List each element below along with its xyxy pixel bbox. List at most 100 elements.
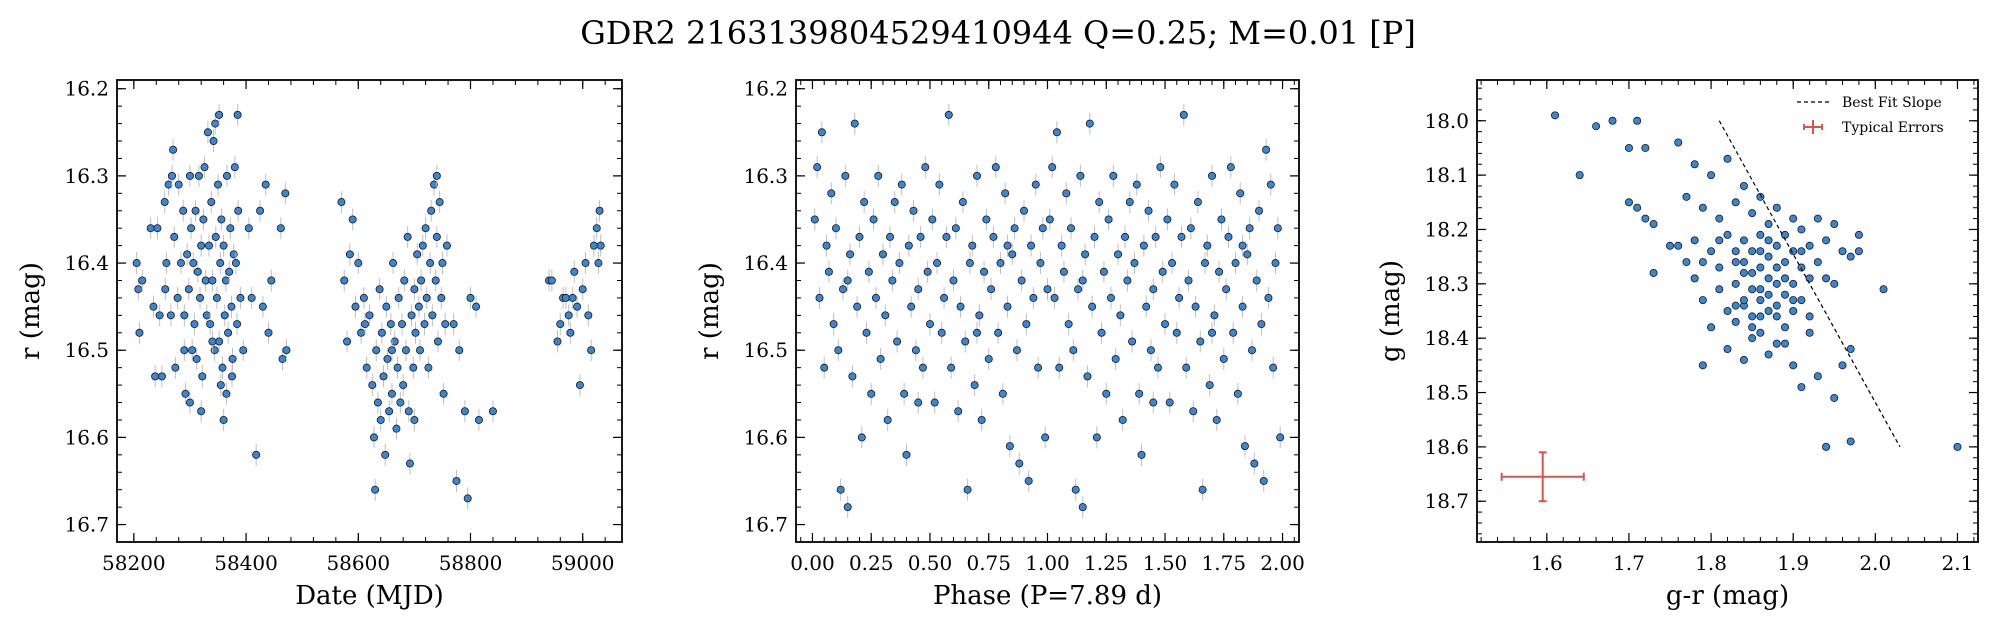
- data-point: [1247, 346, 1256, 355]
- ticks: [117, 80, 622, 543]
- y-tick-label: 16.6: [64, 425, 109, 449]
- data-point: [180, 346, 189, 355]
- data-point: [1633, 203, 1642, 212]
- data-point: [1830, 393, 1839, 402]
- y-tick-label: 16.5: [743, 338, 788, 362]
- data-point: [1200, 259, 1209, 268]
- data-point: [1748, 247, 1757, 256]
- legend-error-swatch: [1803, 120, 1823, 134]
- y-tick-label: 16.5: [64, 338, 109, 362]
- y-tick-label: 18.2: [1424, 217, 1469, 241]
- data-point: [1163, 215, 1172, 224]
- data-point: [1266, 180, 1275, 189]
- data-point: [1008, 250, 1017, 259]
- data-point: [438, 259, 447, 268]
- data-point: [909, 206, 918, 215]
- data-point: [1139, 241, 1148, 250]
- data-point: [428, 311, 437, 320]
- axes-frame: [116, 79, 623, 543]
- data-point: [1048, 163, 1057, 172]
- data-point: [1116, 311, 1125, 320]
- data-point: [989, 232, 998, 241]
- data-point: [256, 206, 265, 215]
- data-point: [1146, 346, 1155, 355]
- data-point: [1707, 247, 1716, 256]
- x-tick-label: 0.50: [908, 551, 953, 575]
- data-point: [239, 346, 248, 355]
- data-point: [1731, 247, 1740, 256]
- data-point: [1205, 381, 1214, 390]
- data-point: [383, 354, 392, 363]
- data-point: [925, 320, 934, 329]
- data-point: [1723, 230, 1732, 239]
- data-point: [1690, 236, 1699, 245]
- data-point: [187, 224, 196, 233]
- data-point: [944, 110, 953, 119]
- data-point: [219, 241, 228, 250]
- data-point: [1764, 220, 1773, 229]
- phase-folded-panel: 0.00 0.25 0.50 0.75 1.00 1.25 1.50 1.75 2.00 16.2…: [695, 77, 1305, 611]
- x-tick-label: 1.75: [1202, 551, 1247, 575]
- data-point: [918, 363, 927, 372]
- data-point: [1106, 293, 1115, 302]
- data-point: [1212, 415, 1221, 424]
- data-point: [267, 276, 276, 285]
- data-point: [200, 163, 209, 172]
- data-point: [1236, 189, 1245, 198]
- data-point: [1715, 214, 1724, 223]
- data-point: [149, 302, 158, 311]
- data-point: [1739, 236, 1748, 245]
- figure-title: GDR2 2163139804529410944 Q=0.25; M=0.01 …: [580, 14, 1416, 52]
- data-point: [1698, 361, 1707, 370]
- data-point: [179, 206, 188, 215]
- data-point: [215, 110, 224, 119]
- data-point: [435, 198, 444, 207]
- data-point: [191, 206, 200, 215]
- data-point: [411, 328, 420, 337]
- data-point: [185, 171, 194, 180]
- data-point: [897, 180, 906, 189]
- data-point: [439, 389, 448, 398]
- data-point: [1813, 372, 1822, 381]
- x-tick-label: 59000: [551, 551, 615, 575]
- x-tick-label: 1.9: [1777, 551, 1809, 575]
- data-point: [1715, 236, 1724, 245]
- data-point: [947, 363, 956, 372]
- data-point: [230, 163, 239, 172]
- data-point: [1698, 203, 1707, 212]
- data-point: [345, 250, 354, 259]
- data-point: [831, 224, 840, 233]
- data-point: [1772, 263, 1781, 272]
- data-point: [888, 276, 897, 285]
- data-point: [911, 346, 920, 355]
- data-point: [442, 241, 451, 250]
- data-point: [1196, 337, 1205, 346]
- data-point: [1756, 285, 1765, 294]
- data-point: [902, 450, 911, 459]
- data-point: [1175, 293, 1184, 302]
- data-point: [1756, 230, 1765, 239]
- data-point: [1099, 267, 1108, 276]
- data-point: [441, 320, 450, 329]
- data-point: [1846, 345, 1855, 354]
- data-point: [1641, 214, 1650, 223]
- data-point: [474, 415, 483, 424]
- data-point: [996, 259, 1005, 268]
- data-point: [1739, 258, 1748, 267]
- ticks: [796, 80, 1299, 543]
- data-point: [1772, 279, 1781, 288]
- data-point: [553, 337, 562, 346]
- data-point: [829, 320, 838, 329]
- data-point: [396, 398, 405, 407]
- data-point: [387, 346, 396, 355]
- data-point: [362, 363, 371, 372]
- data-point: [991, 163, 1000, 172]
- x-tick-label: 1.6: [1531, 551, 1563, 575]
- data-point: [1789, 296, 1798, 305]
- data-point: [1698, 296, 1707, 305]
- data-point: [595, 206, 604, 215]
- data-point: [1264, 293, 1273, 302]
- data-point: [1128, 337, 1137, 346]
- data-point: [1219, 354, 1228, 363]
